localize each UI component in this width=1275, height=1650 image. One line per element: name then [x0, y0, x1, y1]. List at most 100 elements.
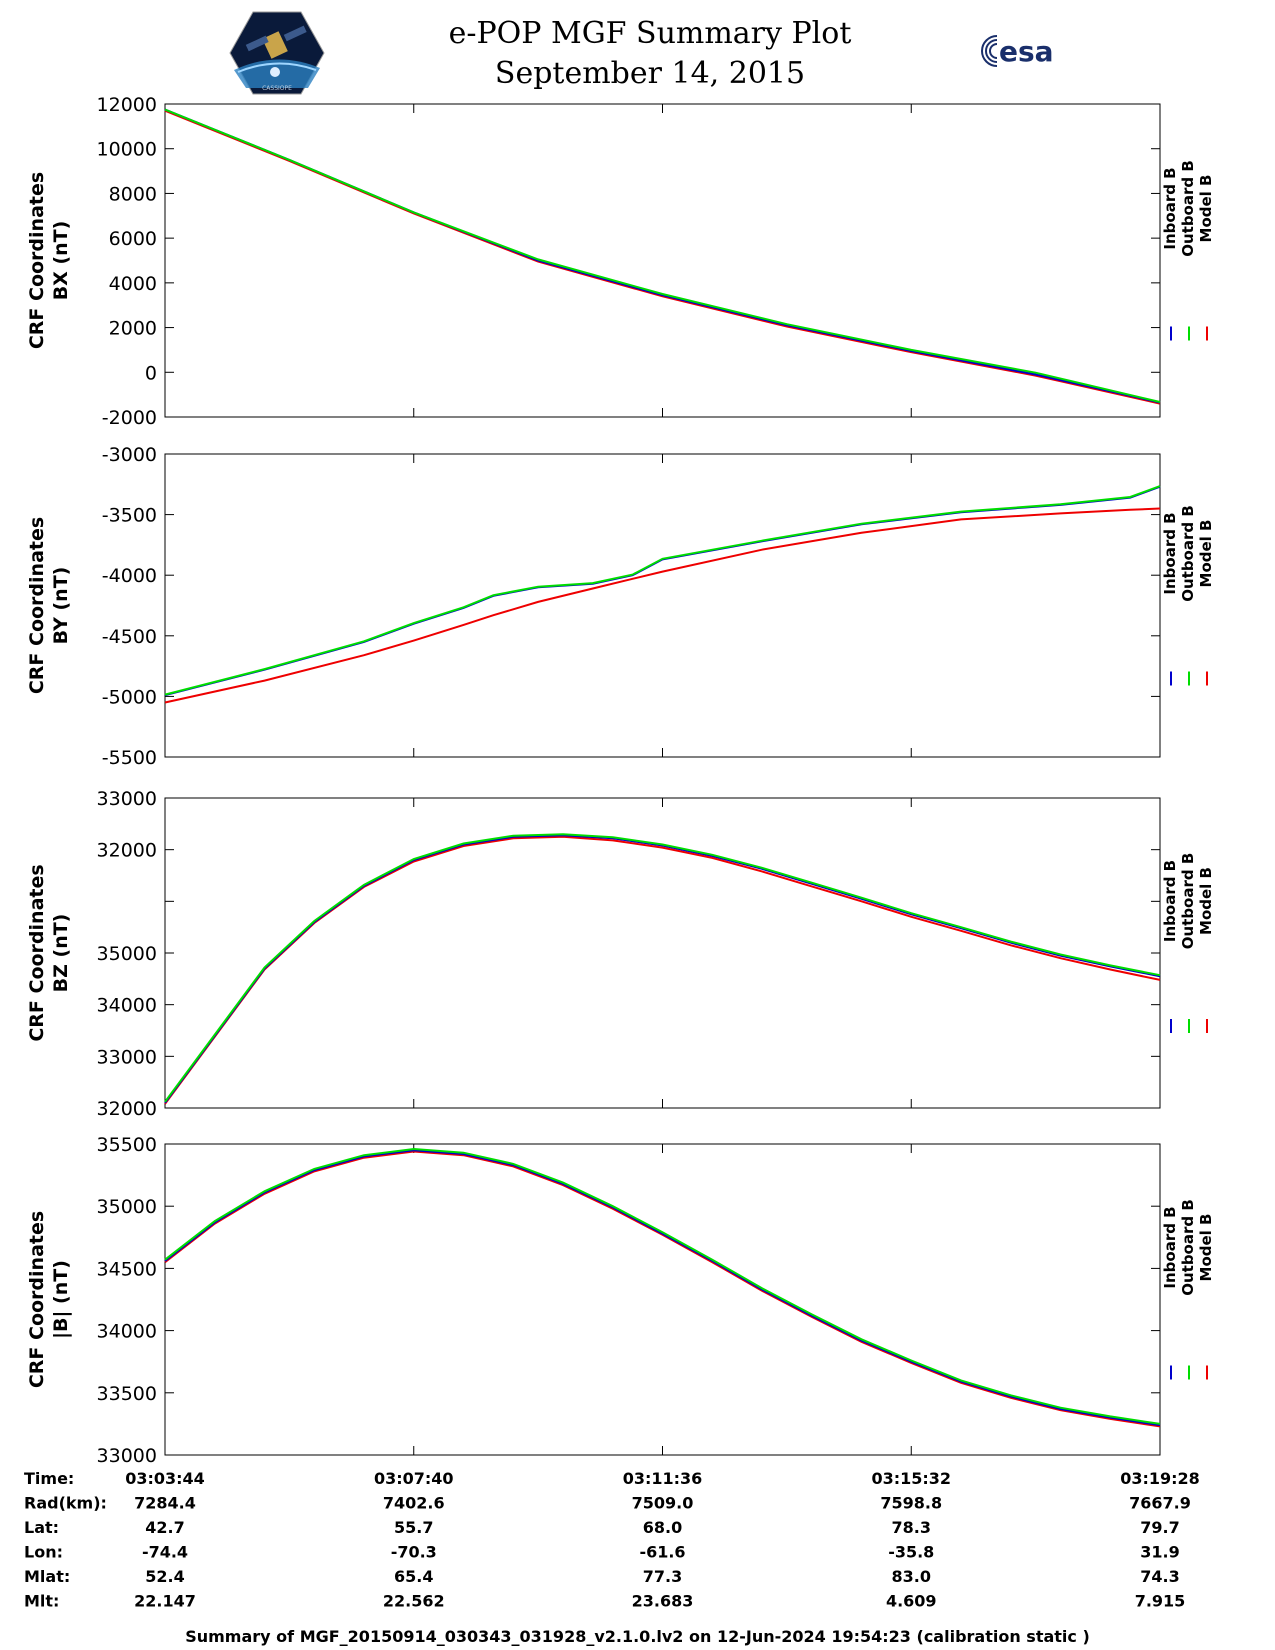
ephemeris-value: 31.9: [1140, 1543, 1179, 1562]
panel-bmag: 35500 35000 34500 34000 33500 33000 CRF Coordi…: [26, 1134, 1215, 1467]
legend-label-by: Outboard B: [1179, 505, 1197, 602]
ephemeris-value: 78.3: [892, 1518, 931, 1537]
ephemeris-value: 83.0: [892, 1567, 931, 1586]
ephemeris-value: 42.7: [145, 1518, 184, 1537]
y-tick-label-bmag: 33000: [97, 1445, 157, 1467]
series-line-bz-inboard: [164, 834, 1161, 1104]
ephemeris-value: 7667.9: [1129, 1494, 1191, 1513]
ephemeris-value: 74.3: [1140, 1567, 1179, 1586]
ephemeris-value: -35.8: [888, 1543, 934, 1562]
y-axis-label-bx: CRF Coordinates BX (nT): [26, 172, 72, 349]
legend-label-by: Model B: [1197, 520, 1215, 588]
y-axis-label-line2: BZ (nT): [50, 914, 72, 993]
title-line-2: September 14, 2015: [494, 56, 806, 91]
legend-label-bx: Inboard B: [1161, 167, 1179, 249]
y-axis-label-bmag: CRF Coordinates |B| (nT): [26, 1211, 72, 1388]
y-tick-label-bx: 6000: [109, 228, 157, 250]
y-axis-label-by: CRF Coordinates BY (nT): [26, 517, 72, 694]
y-axis-label-line1: CRF Coordinates: [26, 1211, 48, 1388]
y-tick-label-bx: -2000: [102, 407, 157, 429]
ephemeris-value: 79.7: [1140, 1518, 1179, 1537]
title-line-1: e-POP MGF Summary Plot: [448, 16, 852, 51]
y-tick-label-by: -5000: [102, 686, 157, 708]
esa-logo-text: esa: [999, 35, 1054, 68]
series-line-bmag-inboard: [164, 1149, 1161, 1427]
ephemeris-table: Time: 03:03:44 03:07:40 03:11:36 03:15:32 03:…: [24, 1469, 1200, 1611]
series-line-bx-model: [164, 109, 1161, 405]
y-tick-label-bz: 32000: [97, 1098, 157, 1120]
y-tick-label-bmag: 35500: [97, 1134, 157, 1156]
panel-bz: 33000 32000 35000 34000 33000 32000 CRF Coordi…: [26, 788, 1215, 1120]
series-line-bz-model: [164, 835, 1161, 1105]
ephemeris-value: 03:07:40: [374, 1469, 454, 1488]
y-axis-label-line1: CRF Coordinates: [26, 172, 48, 349]
ephemeris-label: Mlat:: [24, 1567, 70, 1586]
panel-by: -3000 -3500 -4000 -4500 -5000 -5500 CRF Coordi…: [26, 444, 1215, 769]
legend-label-bmag: Outboard B: [1179, 1199, 1197, 1296]
y-axis-label-line2: BX (nT): [50, 221, 72, 301]
ephemeris-value: 7598.8: [880, 1494, 942, 1513]
plot-title: e-POP MGF Summary Plot September 14, 201…: [400, 14, 900, 94]
legend-label-bx: Model B: [1197, 175, 1215, 243]
ephemeris-label: Lat:: [24, 1518, 59, 1537]
ephemeris-label: Mlt:: [24, 1592, 59, 1611]
series-line-bx-inboard: [164, 108, 1161, 404]
ephemeris-value: 03:15:32: [871, 1469, 951, 1488]
ephemeris-value: 7509.0: [632, 1494, 694, 1513]
cassiope-logo-text: CASSIOPE: [262, 85, 292, 92]
y-axis-label-line2: BY (nT): [50, 567, 72, 645]
plot-frame-bmag: [164, 1143, 1161, 1456]
y-tick-label-bz: 33000: [97, 1046, 157, 1068]
y-tick-label-bx: 8000: [109, 183, 157, 205]
y-tick-label-bmag: 34000: [97, 1321, 157, 1343]
y-tick-label-bx: 10000: [97, 139, 157, 161]
series-line-bz-outboard: [164, 833, 1161, 1103]
ephemeris-value: 7284.4: [134, 1494, 196, 1513]
y-tick-label-bz: 33000: [97, 788, 157, 810]
y-axis-label-bz: CRF Coordinates BZ (nT): [26, 864, 72, 1041]
ephemeris-value: 77.3: [643, 1567, 682, 1586]
series-line-bmag-outboard: [164, 1147, 1161, 1425]
legend-label-by: Inboard B: [1161, 512, 1179, 594]
footer-summary: Summary of MGF_20150914_030343_031928_v2…: [185, 1627, 1090, 1646]
y-tick-label-by: -4000: [102, 565, 157, 587]
ephemeris-value: 65.4: [394, 1567, 433, 1586]
y-tick-label-by: -3500: [102, 505, 157, 527]
ephemeris-value: -61.6: [639, 1543, 685, 1562]
y-tick-label-bmag: 35000: [97, 1196, 157, 1218]
y-tick-label-bz: 34000: [97, 995, 157, 1017]
y-axis-label-line1: CRF Coordinates: [26, 864, 48, 1041]
plot-frame-by: [164, 453, 1161, 758]
ephemeris-label: Lon:: [24, 1543, 63, 1562]
series-line-bx-outboard: [164, 108, 1161, 403]
series-line-by-inboard: [164, 485, 1161, 697]
legend-label-bz: Outboard B: [1179, 853, 1197, 950]
legend-label-bmag: Model B: [1197, 1214, 1215, 1282]
y-tick-label-bx: 4000: [109, 273, 157, 295]
ephemeris-value: 55.7: [394, 1518, 433, 1537]
y-tick-label-bmag: 34500: [97, 1258, 157, 1280]
ephemeris-label: Rad(km):: [24, 1494, 107, 1513]
ephemeris-value: -74.4: [142, 1543, 188, 1562]
ephemeris-value: 03:11:36: [623, 1469, 703, 1488]
series-line-bmag-model: [164, 1150, 1161, 1428]
legend-label-bx: Outboard B: [1179, 160, 1197, 257]
ephemeris-value: 4.609: [886, 1592, 937, 1611]
ephemeris-value: 22.147: [134, 1592, 196, 1611]
y-tick-label-bx: 12000: [97, 94, 157, 116]
y-tick-label-by: -5500: [102, 747, 157, 769]
y-tick-label-bmag: 33500: [97, 1383, 157, 1405]
legend-label-bz: Model B: [1197, 867, 1215, 935]
esa-logo: esa: [981, 35, 1054, 68]
ephemeris-value: 03:03:44: [125, 1469, 205, 1488]
ephemeris-value: 68.0: [643, 1518, 682, 1537]
y-tick-label-bz: 35000: [97, 943, 157, 965]
ephemeris-value: 52.4: [145, 1567, 184, 1586]
ephemeris-value: 22.562: [383, 1592, 445, 1611]
y-tick-label-bz: 32000: [97, 840, 157, 862]
y-tick-label-by: -3000: [102, 444, 157, 466]
y-axis-label-line2: |B| (nT): [50, 1260, 72, 1339]
legend-label-bmag: Inboard B: [1161, 1206, 1179, 1288]
ephemeris-value: -70.3: [391, 1543, 437, 1562]
